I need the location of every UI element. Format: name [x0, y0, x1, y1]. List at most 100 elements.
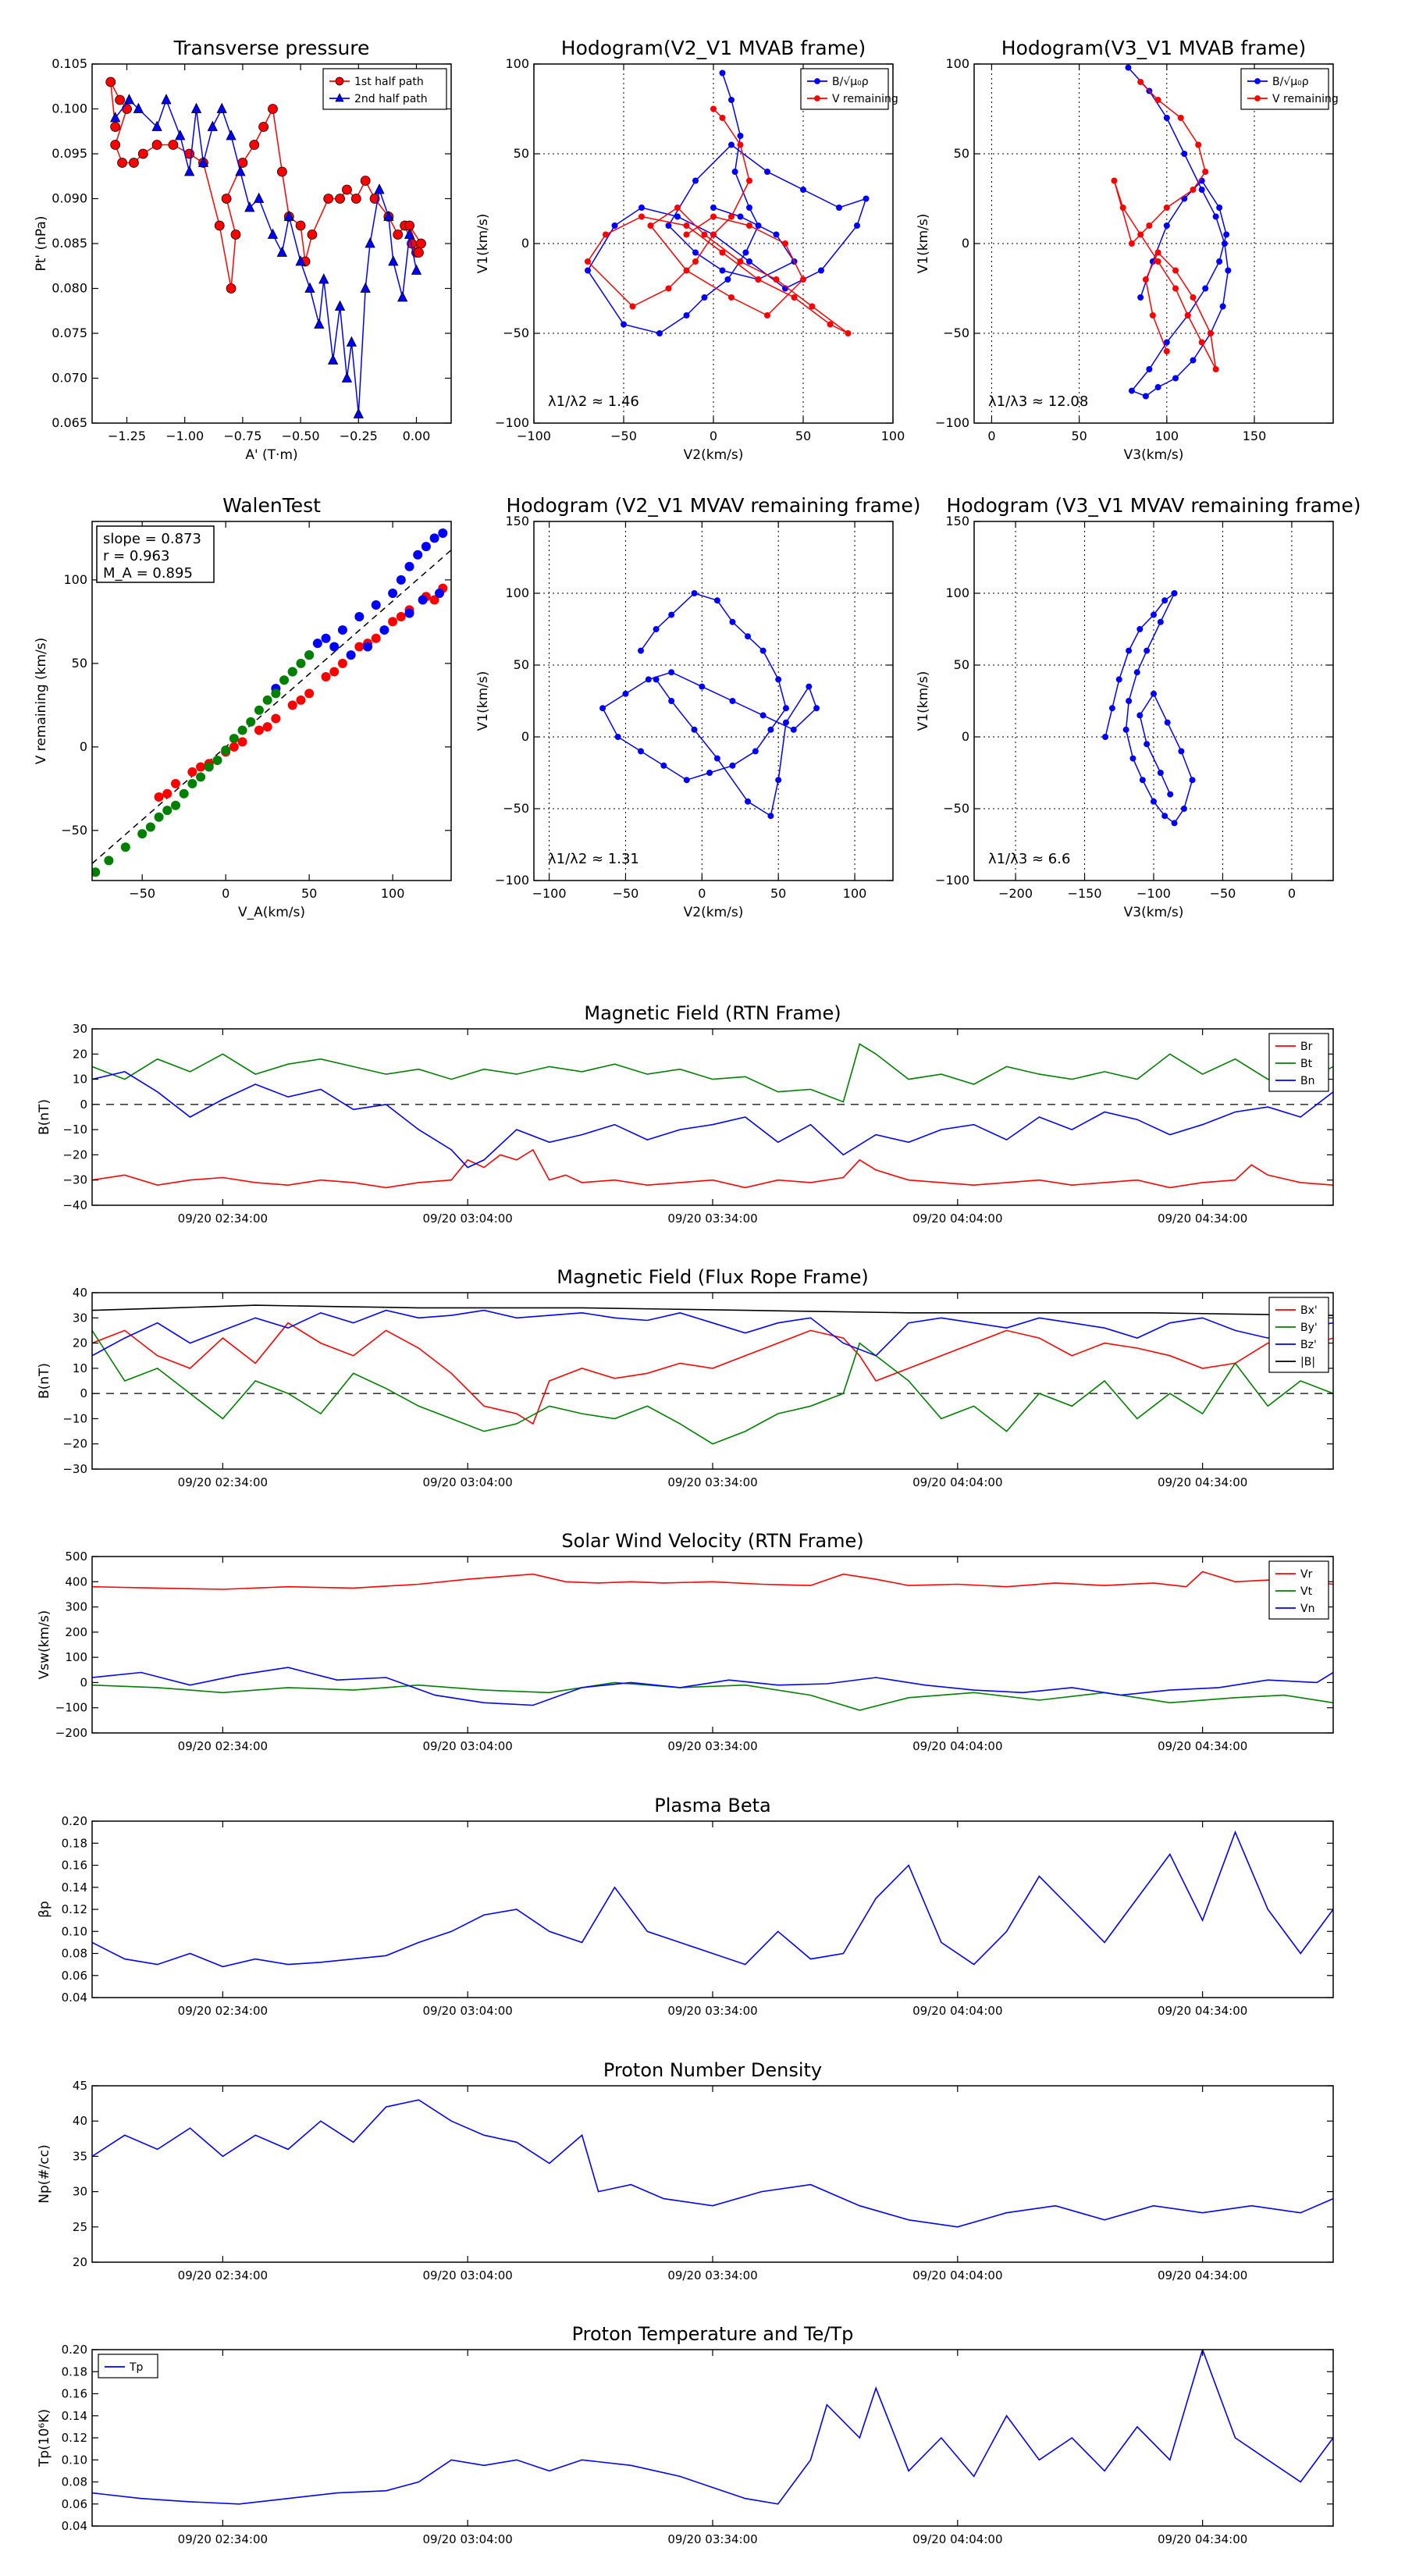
data-point [216, 102, 227, 113]
data-point [237, 737, 247, 747]
data-point [813, 705, 820, 712]
data-point [1223, 231, 1230, 238]
data-point [414, 247, 424, 258]
legend-frame [800, 68, 889, 110]
x-tick-label: 0 [222, 886, 229, 901]
y-tick-label: 0.06 [62, 1969, 87, 1983]
plot-frame [91, 2085, 1334, 2263]
y-tick-label: 45 [73, 2079, 87, 2093]
data-point [421, 542, 431, 552]
data-point [1137, 231, 1144, 238]
data-point [342, 184, 352, 195]
x-tick-label: 09/20 04:34:00 [1158, 1475, 1247, 1489]
chart-title: Hodogram (V2_V1 MVAV remaining frame) [507, 494, 921, 517]
x-tick-label: 0.00 [403, 429, 431, 443]
data-point [836, 205, 842, 211]
data-point [110, 140, 121, 150]
data-point [104, 856, 114, 866]
data-point [1184, 312, 1191, 318]
x-tick-label: 50 [770, 886, 786, 901]
data-point [656, 330, 663, 336]
series-line-Vr [92, 1571, 1333, 1590]
ratio-annotation: λ1/λ2 ≈ 1.31 [548, 851, 639, 867]
data-point [1181, 151, 1188, 157]
y-tick-label: 0.070 [52, 371, 87, 386]
data-point [665, 222, 672, 229]
y-tick-label: 0.14 [62, 2409, 87, 2423]
data-point [674, 205, 681, 211]
data-group [585, 69, 870, 336]
data-point [683, 267, 690, 274]
x-axis-label: V3(km/s) [1124, 905, 1184, 920]
data-point [1149, 312, 1156, 318]
data-point [346, 650, 356, 660]
y-tick-label: −20 [62, 1147, 87, 1162]
x-tick-label: −1.00 [165, 429, 204, 443]
x-tick-label: 09/20 03:04:00 [422, 2004, 512, 2018]
chart-panel: Magnetic Field (RTN Frame) 09/20 02:34:00… [37, 1002, 1334, 1226]
y-tick-label: 0.075 [52, 326, 87, 340]
data-point [388, 255, 399, 266]
data-point [413, 550, 423, 560]
x-tick-label: 09/20 04:04:00 [912, 1475, 1002, 1489]
data-point [611, 222, 618, 229]
data-point [154, 812, 164, 822]
x-tick-label: 09/20 03:34:00 [667, 1212, 757, 1226]
data-point [229, 742, 239, 752]
data-point [668, 611, 675, 618]
chart-title: Magnetic Field (Flux Rope Frame) [557, 1266, 868, 1288]
legend-label: V remaining [832, 93, 898, 105]
data-point [767, 813, 774, 820]
y-axis-label: Tp(10⁶K) [37, 2409, 52, 2467]
data-point [1212, 366, 1219, 372]
data-point [295, 255, 306, 266]
x-tick-label: 09/20 02:34:00 [178, 1739, 268, 1753]
legend-marker [814, 78, 820, 84]
data-point [603, 231, 609, 238]
y-tick-label: 20 [73, 2255, 87, 2269]
y-tick-label: 50 [514, 146, 529, 161]
data-point [1151, 798, 1157, 805]
data-point [187, 778, 197, 788]
data-point [1163, 205, 1170, 211]
chart-panel: Hodogram (V3_V1 MVAV remaining frame) −20… [916, 494, 1361, 920]
data-point [782, 705, 789, 712]
data-point [1189, 777, 1196, 784]
data-point [755, 222, 762, 229]
legend-label: Br [1300, 1041, 1313, 1053]
y-tick-label: 0.095 [52, 146, 87, 161]
x-tick-label: 50 [795, 429, 811, 443]
data-point [137, 829, 148, 839]
x-tick-label: 09/20 02:34:00 [178, 1212, 268, 1226]
chart-title: Transverse pressure [173, 37, 370, 59]
plot-frame [533, 521, 894, 881]
data-point [283, 210, 294, 221]
data-point [1198, 339, 1205, 346]
data-point [806, 683, 813, 690]
data-point [404, 608, 414, 618]
y-axis-label: βp [37, 1901, 52, 1918]
data-point [1172, 375, 1179, 382]
x-tick-label: 09/20 04:04:00 [912, 1212, 1002, 1226]
data-point [1190, 357, 1197, 364]
y-tick-label: 0.14 [62, 1880, 87, 1895]
data-point [1133, 669, 1140, 676]
series-line-V remaining [1104, 592, 1193, 824]
data-point [1180, 806, 1187, 812]
legend-frame [1268, 1560, 1329, 1620]
legend-marker [814, 95, 820, 101]
fit-line [92, 550, 451, 864]
data-point [168, 140, 179, 150]
series-line-Vn [92, 1667, 1333, 1706]
legend-label: B/√μ₀ρ [1272, 76, 1309, 88]
y-tick-label: 0.12 [62, 2431, 87, 2445]
data-point [287, 667, 297, 677]
x-tick-label: 09/20 03:04:00 [422, 1475, 512, 1489]
data-point [809, 303, 816, 310]
series-line-By' [92, 1329, 1333, 1445]
data-point [701, 294, 708, 301]
data-point [674, 213, 681, 220]
ratio-annotation: λ1/λ2 ≈ 1.46 [548, 393, 639, 410]
data-point [800, 276, 806, 283]
fit-line-group [92, 550, 451, 864]
